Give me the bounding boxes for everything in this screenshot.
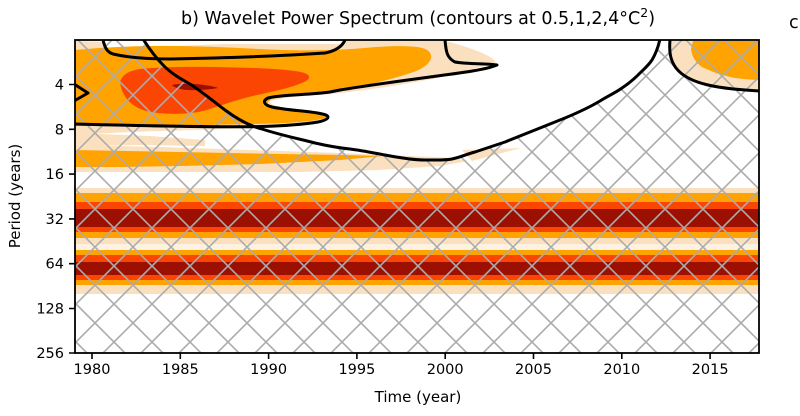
x-axis-label: Time (year) (374, 388, 462, 406)
x-tick-1980: 1980 (74, 362, 111, 378)
chart-title-superscript: 2 (640, 5, 648, 20)
chart-title-main: b) Wavelet Power Spectrum (contours at 0… (181, 9, 640, 29)
y-tick-8: 8 (55, 122, 64, 138)
y-tick-4: 4 (55, 78, 64, 94)
next-panel-label: c (789, 13, 799, 33)
coi-hatch-region (75, 40, 759, 353)
significance-contour-topleft-upper (101, 40, 347, 61)
significance-contour-topleft-lower (75, 40, 499, 129)
cone-of-influence-line (141, 40, 662, 162)
y-axis-label: Period (years) (6, 144, 24, 249)
x-tick-2010: 2010 (603, 362, 640, 378)
significance-contour-topright (668, 40, 759, 93)
y-tick-16: 16 (46, 167, 64, 183)
y-tick-labels: 4 8 16 32 64 128 256 (36, 78, 64, 363)
chart-title: b) Wavelet Power Spectrum (contours at 0… (181, 5, 655, 29)
x-tick-2000: 2000 (427, 362, 464, 378)
tick-marks (69, 83, 711, 359)
x-tick-labels: 1980 1985 1990 1995 2000 2005 2010 2015 (74, 362, 729, 378)
y-tick-32: 32 (46, 212, 64, 228)
y-tick-marks (69, 83, 75, 354)
x-tick-1985: 1985 (162, 362, 199, 378)
x-tick-2005: 2005 (515, 362, 552, 378)
y-tick-128: 128 (36, 302, 64, 318)
contour-lines (75, 40, 759, 162)
x-tick-1990: 1990 (250, 362, 287, 378)
y-tick-64: 64 (46, 257, 64, 273)
x-tick-2015: 2015 (692, 362, 729, 378)
chart-title-close: ) (648, 9, 655, 29)
significance-contour-left-wedge (75, 82, 90, 103)
plot-frame (74, 39, 760, 354)
x-tick-marks (91, 353, 711, 359)
y-tick-256: 256 (36, 346, 64, 362)
x-tick-1995: 1995 (338, 362, 375, 378)
